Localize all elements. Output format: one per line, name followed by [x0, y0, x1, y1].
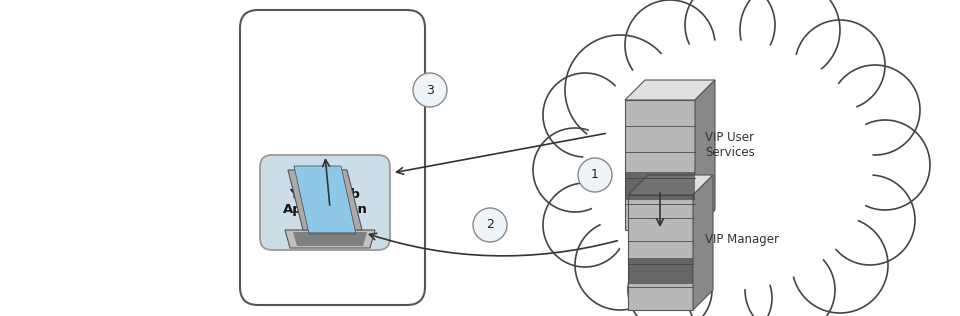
Circle shape	[795, 20, 885, 110]
Polygon shape	[288, 170, 362, 230]
Circle shape	[413, 73, 447, 107]
Polygon shape	[625, 172, 695, 200]
Circle shape	[688, 256, 772, 316]
Text: 3: 3	[426, 83, 434, 96]
Circle shape	[473, 208, 507, 242]
FancyBboxPatch shape	[260, 155, 390, 250]
Polygon shape	[628, 195, 693, 310]
Text: VIP User
Services: VIP User Services	[705, 131, 755, 159]
Circle shape	[830, 65, 920, 155]
Circle shape	[628, 248, 712, 316]
Text: Your Web
Application: Your Web Application	[282, 189, 368, 216]
Polygon shape	[293, 232, 367, 246]
Polygon shape	[695, 80, 715, 230]
Polygon shape	[628, 175, 713, 195]
Circle shape	[565, 35, 675, 145]
Polygon shape	[625, 80, 715, 100]
Circle shape	[575, 220, 665, 310]
FancyBboxPatch shape	[240, 10, 425, 305]
Circle shape	[840, 120, 930, 210]
Circle shape	[685, 0, 775, 70]
Circle shape	[825, 175, 915, 265]
Circle shape	[543, 73, 627, 157]
Circle shape	[792, 217, 888, 313]
Polygon shape	[285, 230, 375, 248]
Text: VIP Manager: VIP Manager	[705, 234, 779, 246]
Circle shape	[533, 128, 617, 212]
Circle shape	[625, 0, 715, 90]
Polygon shape	[628, 258, 693, 283]
Ellipse shape	[583, 40, 873, 290]
Text: 2: 2	[486, 218, 494, 232]
Text: 1: 1	[591, 168, 599, 181]
Circle shape	[745, 245, 835, 316]
Polygon shape	[294, 166, 356, 234]
Polygon shape	[625, 100, 695, 230]
Polygon shape	[693, 175, 713, 310]
Circle shape	[740, 0, 840, 80]
Circle shape	[578, 158, 612, 192]
Circle shape	[543, 183, 627, 267]
